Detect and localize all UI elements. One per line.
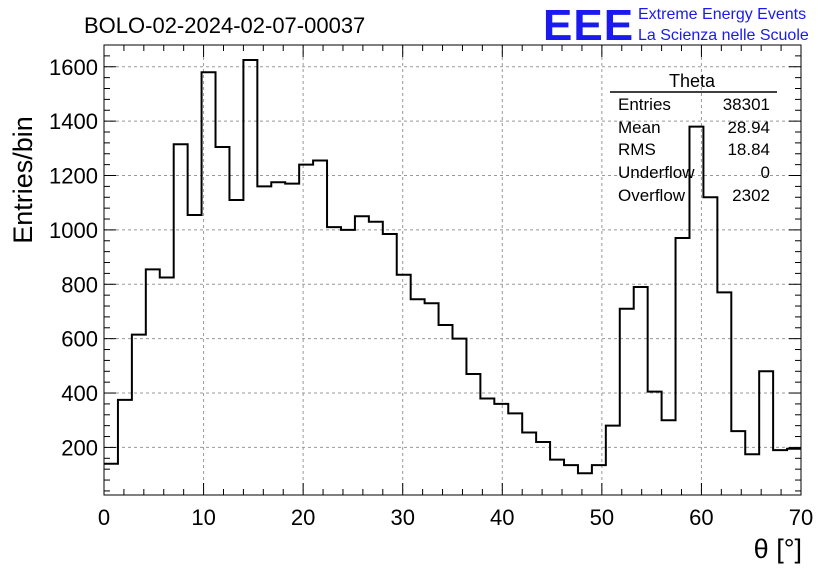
histogram-bin xyxy=(508,413,522,495)
stats-label-entries: Entries xyxy=(618,95,671,114)
x-tick-label: 40 xyxy=(490,505,514,530)
histogram-bin xyxy=(118,400,132,495)
x-tick-label: 70 xyxy=(789,505,813,530)
x-tick-label: 0 xyxy=(98,505,110,530)
histogram-bin xyxy=(146,269,160,495)
histogram-bin xyxy=(648,392,662,495)
eee-logo: EEE xyxy=(543,1,634,50)
histogram-bin xyxy=(676,238,690,495)
y-tick-label: 1000 xyxy=(49,218,98,243)
histogram-bin xyxy=(536,442,550,495)
x-tick-label: 50 xyxy=(590,505,614,530)
histogram-bin xyxy=(620,309,634,495)
histogram-bin xyxy=(425,303,439,495)
x-tick-labels: 0 10 20 30 40 50 60 70 xyxy=(98,505,813,530)
histogram-bin xyxy=(369,222,383,495)
histogram-bin xyxy=(341,230,355,495)
y-tick-label: 1200 xyxy=(49,164,98,189)
brand-line-2: La Scienza nelle Scuole xyxy=(638,27,809,44)
histogram-bin xyxy=(174,144,188,495)
histogram-bin xyxy=(285,184,299,495)
histogram-outline xyxy=(104,58,801,475)
y-axis-label: Entries/bin xyxy=(8,116,38,244)
stats-label-rms: RMS xyxy=(618,140,656,159)
histogram-bin xyxy=(662,420,676,495)
histogram-bin xyxy=(522,432,536,495)
histogram-bin xyxy=(271,182,285,495)
histogram-bin xyxy=(411,299,425,495)
histogram-bin xyxy=(731,431,745,495)
histogram-bin xyxy=(787,449,801,495)
histogram-series xyxy=(104,58,801,495)
stats-value-mean: 28.94 xyxy=(727,118,770,137)
histogram-bin xyxy=(773,450,787,495)
y-tick-label: 800 xyxy=(61,272,98,297)
stats-value-entries: 38301 xyxy=(723,95,770,114)
y-tick-labels: 200 400 600 800 1000 1200 1400 1600 xyxy=(49,55,98,461)
y-tick-label: 1600 xyxy=(49,55,98,80)
histogram-bin xyxy=(229,200,243,495)
histogram-bin xyxy=(494,404,508,495)
histogram-bin xyxy=(243,60,257,495)
y-tick-label: 600 xyxy=(61,327,98,352)
stats-value-underflow: 0 xyxy=(761,163,770,182)
histogram-bin xyxy=(132,335,146,495)
stats-label-underflow: Underflow xyxy=(618,163,695,182)
histogram-bin xyxy=(202,72,216,495)
histogram-bin xyxy=(745,454,759,495)
run-title: BOLO-02-2024-02-07-00037 xyxy=(84,13,365,38)
histogram-bin xyxy=(606,426,620,495)
histogram-bin xyxy=(104,464,118,495)
axis-ticks xyxy=(103,44,802,495)
y-tick-label: 1400 xyxy=(49,109,98,134)
histogram-bin xyxy=(439,325,453,495)
histogram-bin xyxy=(634,287,648,495)
plot-frame xyxy=(103,44,802,496)
histogram-bin xyxy=(216,147,230,495)
stats-box: Theta Entries 38301 Mean 28.94 RMS 18.84… xyxy=(610,71,777,205)
grid-lines xyxy=(104,45,801,495)
histogram-bin xyxy=(313,161,327,495)
histogram-bin xyxy=(564,465,578,495)
y-tick-label: 400 xyxy=(61,381,98,406)
histogram-bin xyxy=(257,186,271,495)
stats-label-mean: Mean xyxy=(618,118,661,137)
brand-line-1: Extreme Energy Events xyxy=(638,6,806,23)
y-tick-label: 200 xyxy=(61,435,98,460)
x-tick-label: 10 xyxy=(191,505,215,530)
histogram-bin xyxy=(717,292,731,495)
histogram-bin xyxy=(759,371,773,495)
histogram-bin xyxy=(397,275,411,495)
x-tick-label: 60 xyxy=(689,505,713,530)
x-axis-label: θ [°] xyxy=(754,534,802,564)
x-tick-label: 20 xyxy=(291,505,315,530)
histogram-bin xyxy=(160,277,174,495)
histogram-bin xyxy=(466,374,480,495)
histogram-bin xyxy=(299,165,313,495)
histogram-bin xyxy=(453,339,467,495)
x-tick-label: 30 xyxy=(390,505,414,530)
histogram-bin xyxy=(578,473,592,495)
histogram-bin xyxy=(188,215,202,495)
histogram-bin xyxy=(327,227,341,495)
histogram-bin xyxy=(592,465,606,495)
histogram-bin xyxy=(703,197,717,495)
stats-label-overflow: Overflow xyxy=(618,186,686,205)
histogram-bin xyxy=(383,234,397,495)
stats-title: Theta xyxy=(669,71,716,91)
histogram-bin xyxy=(480,398,494,495)
stats-value-overflow: 2302 xyxy=(732,186,770,205)
histogram-bin xyxy=(355,216,369,495)
stats-value-rms: 18.84 xyxy=(727,140,770,159)
